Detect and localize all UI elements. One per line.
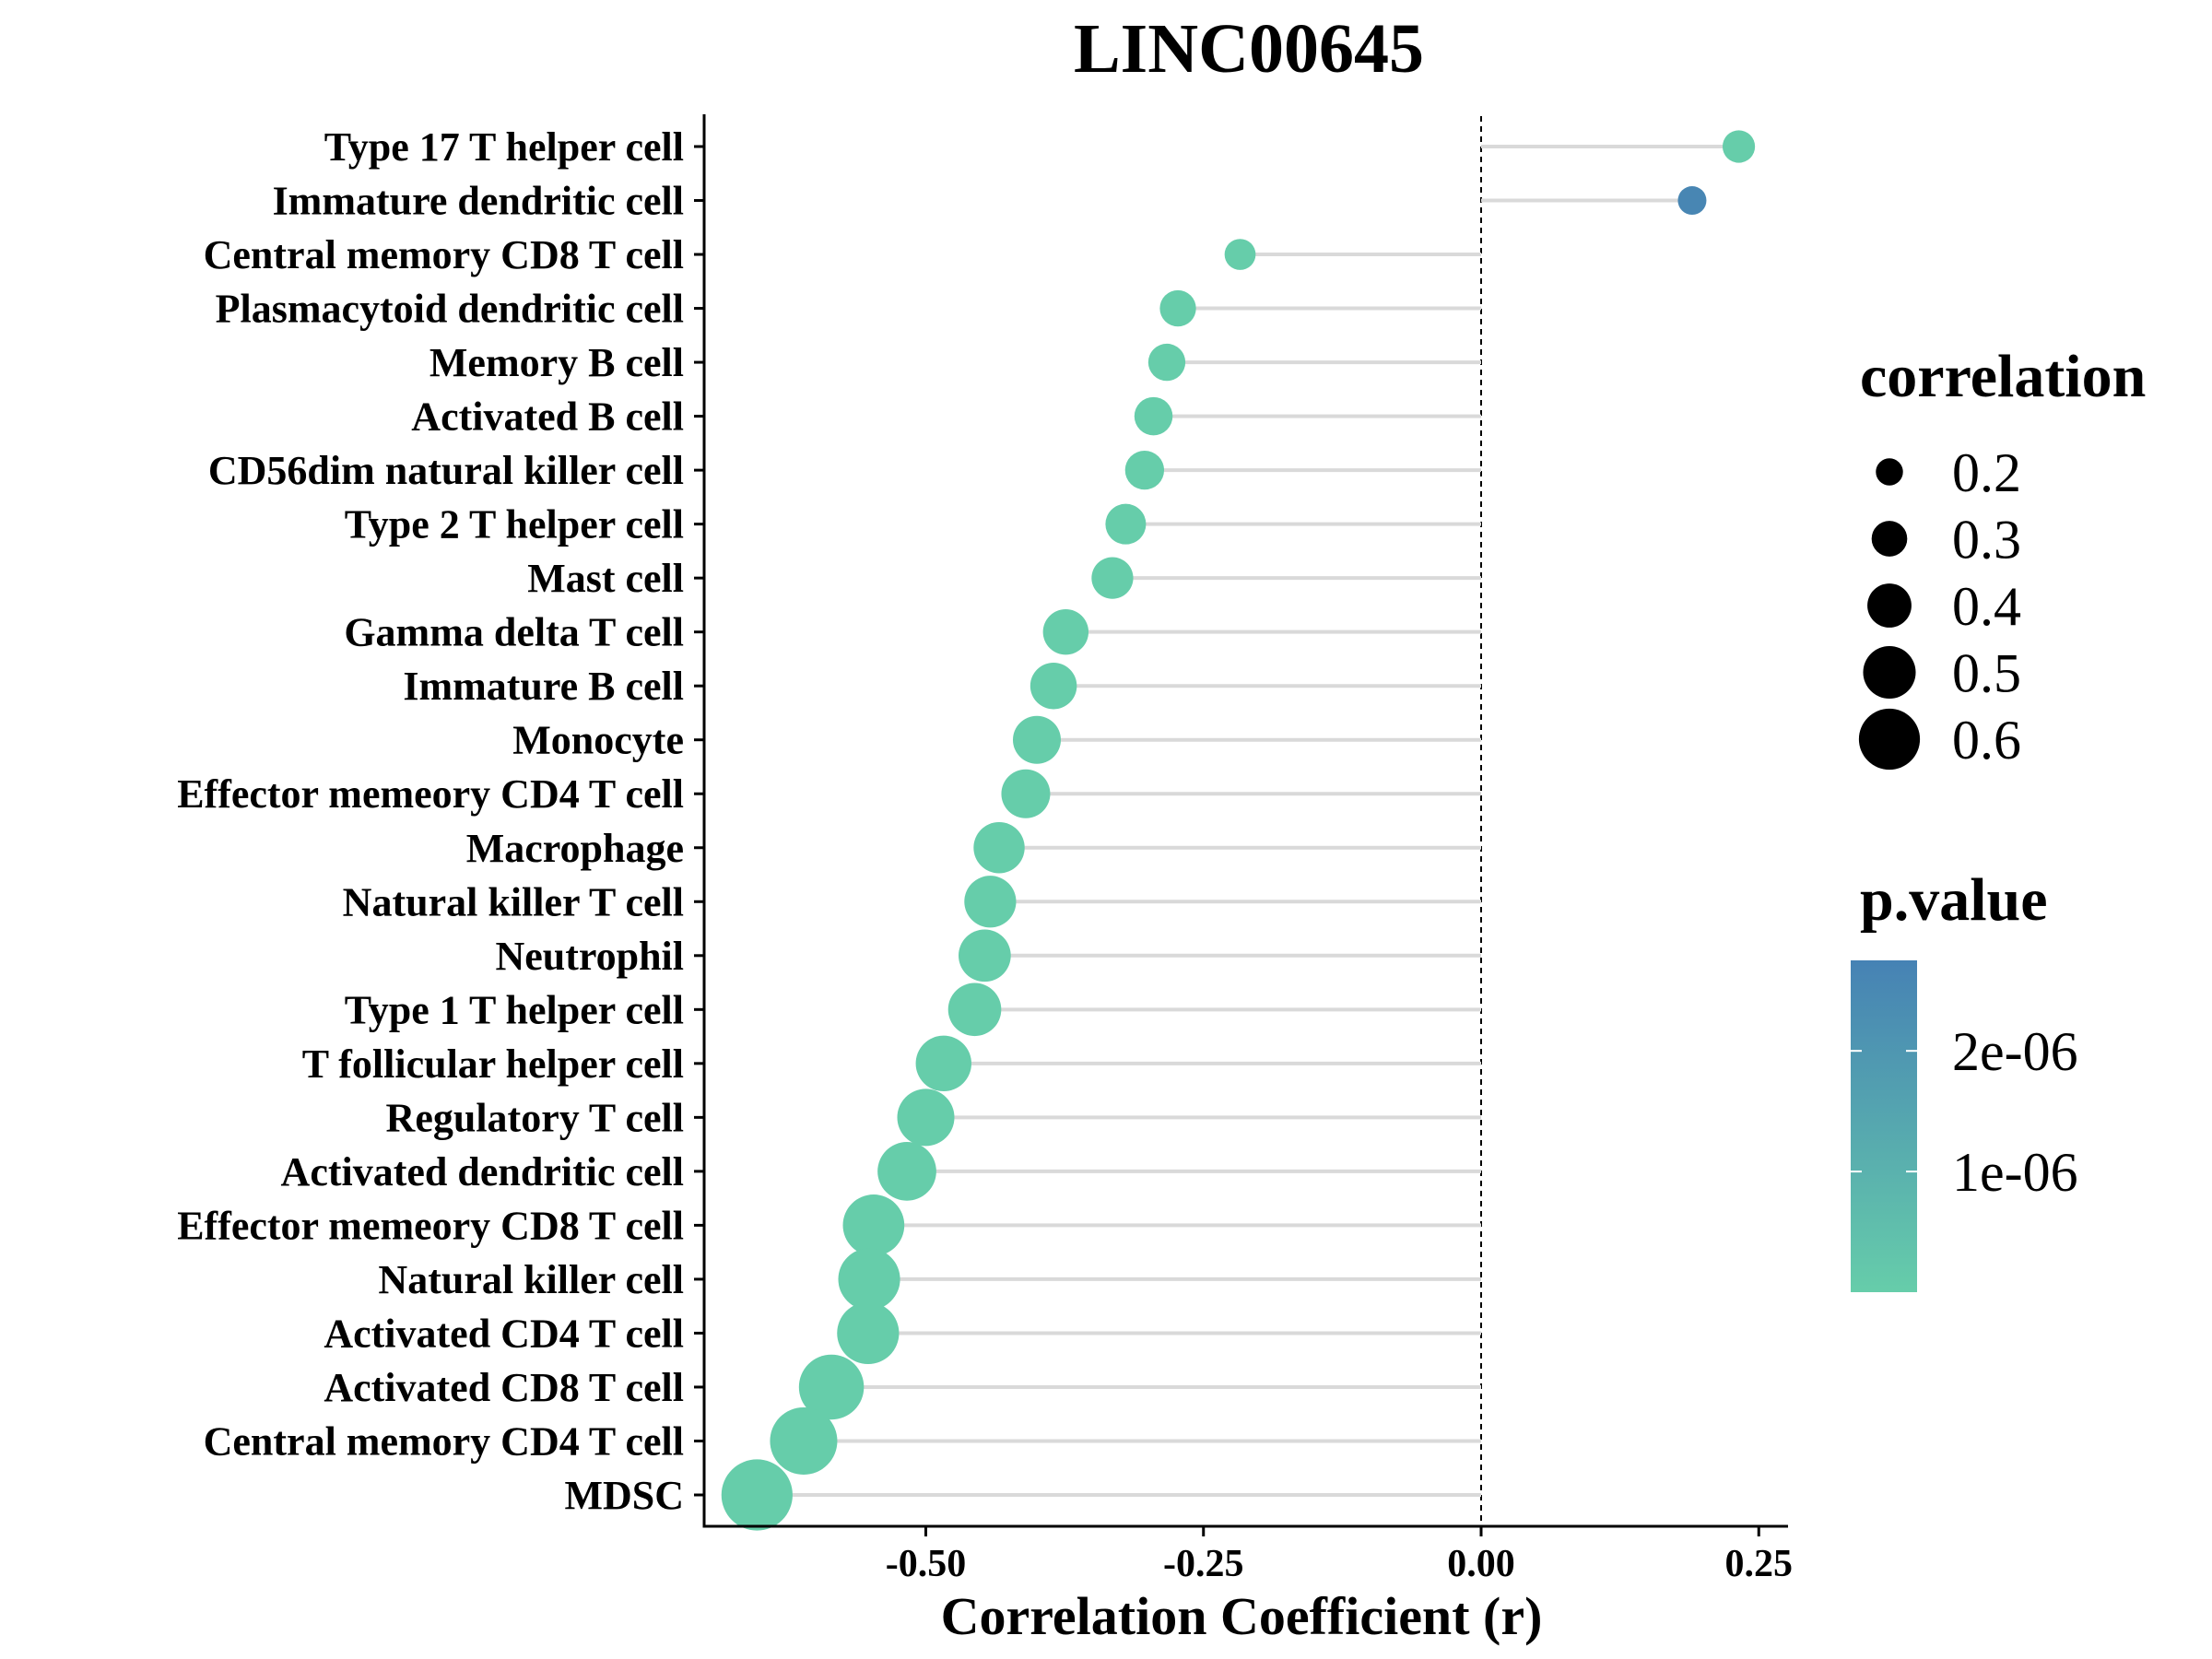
chart-title: LINC00645 — [1074, 10, 1424, 88]
y-tick-label: Monocyte — [512, 718, 684, 763]
y-tick-label: Activated CD8 T cell — [324, 1365, 684, 1410]
plot-area: Type 17 T helper cell Immature dendritic … — [177, 114, 1793, 1585]
y-tick-label: Activated dendritic cell — [281, 1149, 684, 1194]
y-tick-label: CD56dim natural killer cell — [208, 448, 684, 493]
size-legend-label: 0.2 — [1952, 442, 2021, 503]
data-point — [1147, 343, 1186, 382]
data-point — [798, 1354, 865, 1420]
data-point — [1159, 289, 1196, 327]
data-point — [897, 1088, 955, 1147]
data-point — [973, 822, 1025, 874]
y-tick-label: Regulatory T cell — [386, 1095, 684, 1140]
y-tick-label: Macrophage — [466, 826, 684, 871]
legend: correlation p.value 0.2 0.30.40.50.6 2e-06… — [1851, 343, 2146, 1292]
data-point — [947, 982, 1002, 1037]
y-tick-label: Central memory CD8 T cell — [204, 232, 684, 277]
data-point — [1677, 186, 1707, 216]
data-point — [1105, 503, 1147, 545]
data-point — [770, 1406, 838, 1475]
y-tick-label: Natural killer T cell — [343, 879, 684, 924]
size-legend-label: 0.4 — [1952, 576, 2021, 637]
data-point — [1030, 662, 1077, 710]
size-legend-key — [1863, 645, 1916, 700]
size-legend-key — [1871, 521, 1908, 557]
y-tick-label: Immature dendritic cell — [273, 179, 684, 224]
size-legend-key — [1858, 708, 1921, 771]
y-tick-label: Effector memeory CD4 T cell — [177, 771, 684, 817]
data-point — [838, 1248, 900, 1311]
data-point — [1224, 239, 1256, 270]
data-point — [1134, 396, 1173, 436]
p-value-color-bar — [1851, 960, 1917, 1292]
size-legend-label: 0.3 — [1952, 510, 2021, 571]
x-axis-label: Correlation Coefficient (r) — [941, 1586, 1543, 1646]
y-tick-label: Activated B cell — [411, 394, 684, 440]
y-tick-label: T follicular helper cell — [302, 1041, 684, 1087]
color-legend-label: 1e-06 — [1952, 1142, 2078, 1203]
y-tick-label: Memory B cell — [429, 340, 684, 385]
size-legend-title: correlation — [1860, 343, 2146, 410]
y-tick-label: Immature B cell — [403, 664, 684, 709]
data-point — [842, 1194, 905, 1256]
size-legend-key — [1867, 583, 1912, 628]
data-point — [1042, 608, 1089, 655]
y-tick-label: Plasmacytoid dendritic cell — [216, 287, 684, 332]
data-point — [877, 1142, 936, 1201]
data-point — [964, 876, 1017, 928]
data-point — [1124, 450, 1165, 490]
color-legend-label: 2e-06 — [1952, 1021, 2078, 1082]
data-point — [959, 929, 1011, 982]
data-point — [837, 1301, 900, 1365]
y-tick-label: Effector memeory CD8 T cell — [177, 1203, 684, 1248]
data-point — [915, 1035, 971, 1092]
data-point — [721, 1459, 793, 1531]
x-tick-label: 0.00 — [1447, 1543, 1515, 1585]
y-tick-label: Central memory CD4 T cell — [204, 1418, 684, 1464]
y-tick-label: Natural killer cell — [378, 1257, 684, 1302]
y-tick-label: Type 1 T helper cell — [345, 987, 684, 1032]
y-tick-label: Mast cell — [527, 556, 684, 601]
y-tick-label: Type 2 T helper cell — [345, 502, 684, 547]
size-legend-label: 0.6 — [1952, 710, 2021, 771]
size-legend-key — [1876, 458, 1903, 486]
data-point — [1001, 769, 1051, 818]
color-legend-title: p.value — [1860, 866, 2048, 934]
y-tick-label: Activated CD4 T cell — [324, 1311, 684, 1356]
y-tick-label: Type 17 T helper cell — [324, 124, 684, 170]
y-tick-label: Gamma delta T cell — [344, 610, 684, 655]
data-point — [1722, 130, 1756, 163]
y-tick-label: MDSC — [564, 1473, 684, 1518]
x-tick-label: -0.50 — [886, 1543, 967, 1585]
data-point — [1013, 715, 1061, 764]
size-legend-label: 0.5 — [1952, 643, 2021, 704]
x-tick-label: 0.25 — [1725, 1543, 1794, 1585]
y-tick-label: Neutrophil — [495, 934, 684, 979]
x-tick-label: -0.25 — [1163, 1543, 1244, 1585]
data-point — [1091, 557, 1134, 599]
